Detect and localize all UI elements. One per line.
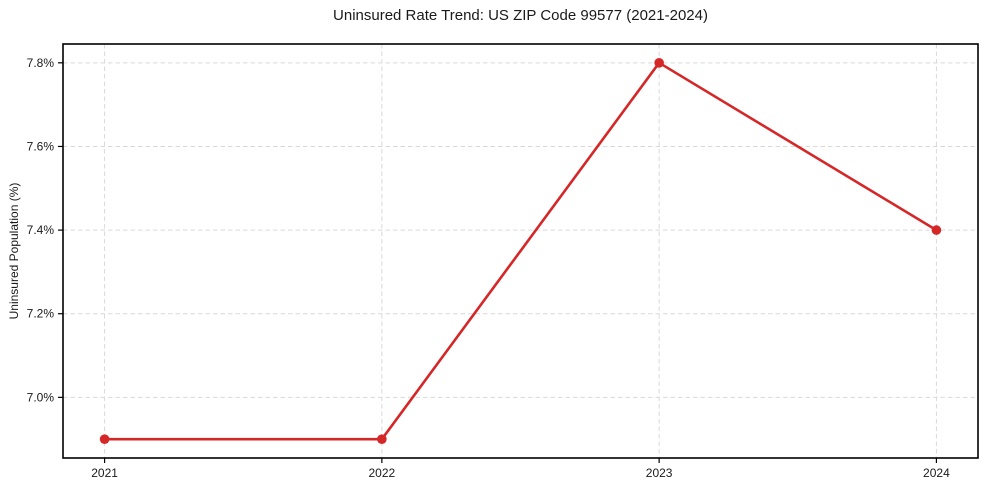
y-tick-label: 7.0% (27, 390, 55, 404)
x-tick-label: 2024 (923, 466, 950, 480)
y-tick-label: 7.4% (27, 223, 55, 237)
y-tick-label: 7.6% (27, 139, 55, 153)
data-point (654, 58, 664, 68)
y-tick-label: 7.2% (27, 307, 55, 321)
chart-title: Uninsured Rate Trend: US ZIP Code 99577 … (333, 7, 708, 24)
y-axis-label: Uninsured Population (%) (7, 182, 21, 320)
y-tick-label: 7.8% (27, 56, 55, 70)
x-tick-label: 2022 (369, 466, 396, 480)
data-point (931, 225, 942, 235)
data-point (377, 434, 387, 444)
plot-border (62, 43, 979, 459)
x-tick-label: 2021 (91, 466, 118, 480)
data-point (99, 434, 110, 444)
x-tick-label: 2023 (646, 466, 673, 480)
trend-line (103, 61, 938, 441)
